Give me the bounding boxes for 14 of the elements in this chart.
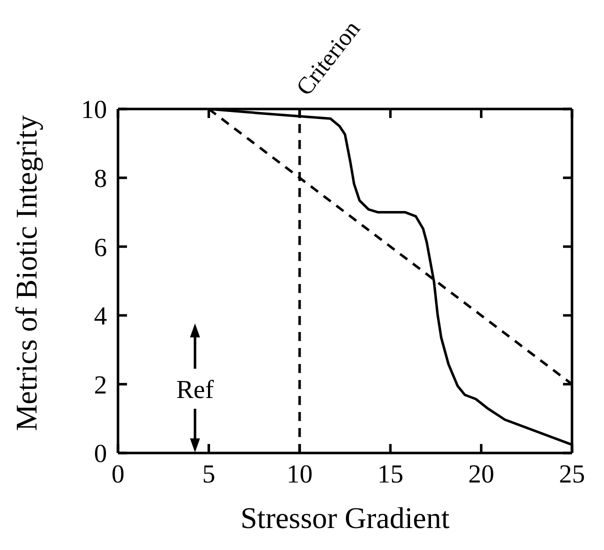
x-tick-label: 10	[286, 459, 313, 488]
x-axis-title: Stressor Gradient	[240, 502, 450, 535]
y-tick-label: 6	[94, 232, 107, 262]
x-tick-label: 25	[559, 459, 585, 488]
y-tick-label: 2	[94, 370, 107, 400]
y-tick-label: 10	[81, 95, 107, 124]
y-tick-label: 4	[94, 302, 107, 331]
x-tick-label: 20	[468, 459, 494, 488]
annotation: Ref	[176, 374, 214, 404]
x-tick-label: 5	[202, 459, 216, 488]
y-axis-title: Metrics of Biotic Integrity	[10, 115, 44, 431]
y-tick-label: 0	[94, 439, 107, 468]
y-tick-label: 8	[94, 164, 107, 194]
x-tick-label: 15	[377, 459, 404, 488]
